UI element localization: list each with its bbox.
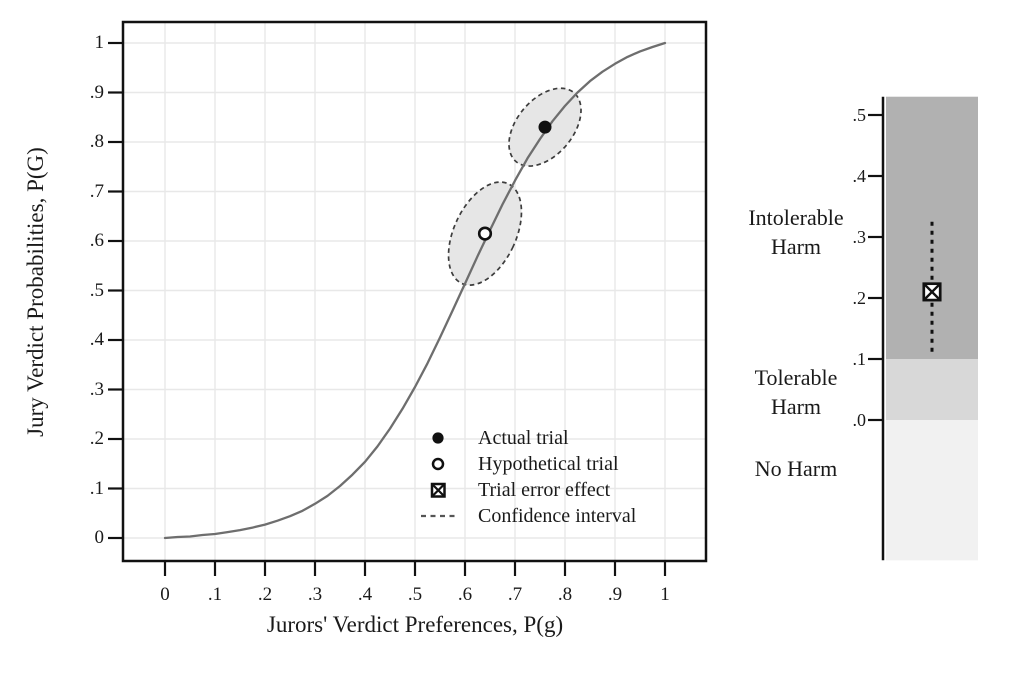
harm-tick-label: .5 — [852, 105, 867, 125]
y-tick-label: .7 — [89, 180, 104, 202]
y-tick-label: .8 — [89, 131, 104, 152]
harm-tick-label: .3 — [852, 227, 867, 247]
crossed-square-icon — [420, 477, 458, 503]
harm-tick-label: .1 — [852, 349, 867, 369]
y-tick-label: .2 — [89, 428, 104, 449]
harm-band-label-no-harm: No Harm — [754, 456, 838, 481]
x-tick-label: .3 — [307, 584, 323, 605]
filled-circle-icon — [420, 425, 458, 451]
actual-trial-point — [538, 120, 552, 134]
legend-item-actual-trial: Actual trial — [420, 425, 636, 451]
harm-band-intolerable — [886, 96, 978, 359]
y-tick-label: 1 — [94, 32, 105, 53]
legend-label: Trial error effect — [478, 478, 611, 501]
legend-item-trial-error-effect: Trial error effect — [420, 477, 636, 503]
x-tick-label: .6 — [457, 584, 473, 605]
x-axis-title: Jurors' Verdict Preferences, P(g) — [266, 612, 564, 637]
x-tick-label: .8 — [557, 584, 573, 605]
x-tick-label: .2 — [257, 584, 273, 605]
y-tick-label: .5 — [89, 279, 104, 301]
trial-error-effect-marker-x — [922, 282, 942, 301]
harm-tick-label: .2 — [852, 288, 867, 308]
x-tick-label: .5 — [407, 584, 423, 605]
x-tick-label: .4 — [357, 584, 373, 605]
legend-label: Hypothetical trial — [478, 452, 619, 475]
x-tick-label: 0 — [160, 584, 170, 605]
legend-label: Actual trial — [478, 426, 569, 449]
harm-tick-label: .0 — [852, 410, 867, 430]
x-tick-label: .7 — [507, 584, 523, 605]
legend: Actual trial Hypothetical trial Trial er… — [420, 425, 636, 529]
harm-band-label-tolerable: Tolerable Harm — [754, 365, 838, 419]
hypothetical-trial-point — [477, 226, 493, 241]
y-axis-title: Jury Verdict Probabilities, P(G) — [23, 147, 48, 437]
open-circle-icon — [420, 451, 458, 477]
harm-band-tolerable — [886, 359, 978, 420]
y-tick-label: .6 — [89, 230, 104, 251]
x-tick-label: .9 — [607, 584, 623, 605]
y-tick-label: .4 — [89, 329, 104, 350]
x-tick-label: 1 — [660, 584, 670, 605]
harm-tick-label: .4 — [852, 166, 867, 186]
harm-band-no-harm — [886, 420, 978, 561]
y-tick-label: .1 — [89, 477, 104, 499]
y-tick-label: .3 — [89, 378, 104, 400]
jury-verdict-function — [163, 41, 667, 540]
dashed-line-icon — [420, 503, 458, 529]
harm-band-label-intolerable: Intolerable Harm — [748, 205, 844, 259]
legend-item-hypothetical-trial: Hypothetical trial — [420, 451, 636, 477]
legend-item-confidence-interval: Confidence interval — [420, 503, 636, 529]
y-tick-label: .9 — [89, 81, 104, 103]
x-tick-label: .1 — [207, 584, 223, 605]
y-tick-label: 0 — [94, 527, 105, 548]
legend-label: Confidence interval — [478, 504, 637, 527]
